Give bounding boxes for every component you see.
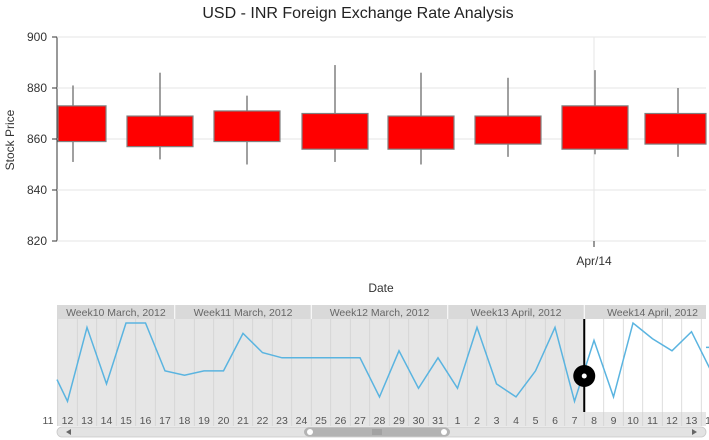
week-label: Week14 April, 2012 xyxy=(607,307,698,319)
scrollbar-track[interactable] xyxy=(56,426,707,438)
x-axis: Apr/14 xyxy=(576,241,612,268)
x-tick-label: Apr/14 xyxy=(576,254,612,268)
candle xyxy=(387,72,455,165)
x-axis-label: Date xyxy=(368,281,394,295)
day-label: 24 xyxy=(296,415,308,427)
scrollbar-thumb[interactable] xyxy=(304,427,450,437)
week-label: Week12 March, 2012 xyxy=(330,307,430,319)
candle-body xyxy=(57,105,107,143)
day-label: 21 xyxy=(237,415,249,427)
y-axis-label: Stock Price xyxy=(3,109,17,170)
navigator-left-thumb[interactable] xyxy=(573,319,596,412)
candle xyxy=(57,85,107,162)
day-label: 13 xyxy=(686,415,698,427)
day-label: 29 xyxy=(393,415,405,427)
day-label: 30 xyxy=(413,415,425,427)
week-label: Week13 April, 2012 xyxy=(471,307,562,319)
day-label: 13 xyxy=(81,415,93,427)
candle-body xyxy=(213,110,281,143)
scrollbar-grip-left[interactable] xyxy=(307,429,313,435)
y-tick-label: 880 xyxy=(27,81,47,95)
day-label: 15 xyxy=(120,415,132,427)
day-label: 17 xyxy=(159,415,171,427)
candle xyxy=(126,72,194,160)
day-label: 2 xyxy=(474,415,480,427)
day-label: 18 xyxy=(179,415,191,427)
candle xyxy=(301,65,369,162)
day-label: 5 xyxy=(533,415,539,427)
day-label: 12 xyxy=(62,415,74,427)
day-label: 31 xyxy=(432,415,444,427)
day-label: 25 xyxy=(315,415,327,427)
candle-body xyxy=(474,115,542,145)
chart-title: USD - INR Foreign Exchange Rate Analysis xyxy=(202,5,513,22)
scrollbar-grip-right[interactable] xyxy=(441,429,447,435)
thumb-dot xyxy=(581,373,587,379)
day-label: 1 xyxy=(455,415,461,427)
y-tick-label: 900 xyxy=(27,30,47,44)
day-label: 19 xyxy=(198,415,210,427)
day-label: 3 xyxy=(494,415,500,427)
scroll-left-icon[interactable] xyxy=(66,429,71,435)
day-label: 20 xyxy=(218,415,230,427)
thumb-handle[interactable] xyxy=(573,365,596,387)
navigator-series-line xyxy=(56,321,709,404)
candle xyxy=(561,70,629,155)
day-label: 28 xyxy=(374,415,386,427)
candle-body xyxy=(644,112,707,145)
y-tick-label: 840 xyxy=(27,183,47,197)
y-tick-label: 860 xyxy=(27,132,47,146)
candle-body xyxy=(387,115,455,150)
day-label: 9 xyxy=(611,415,617,427)
scroll-right-icon[interactable] xyxy=(692,429,697,435)
day-label: 26 xyxy=(335,415,347,427)
day-label: 7 xyxy=(572,415,578,427)
candle xyxy=(644,88,707,157)
day-label: 8 xyxy=(591,415,597,427)
day-label: 11 xyxy=(647,415,658,427)
week-label: Week10 March, 2012 xyxy=(66,307,166,319)
day-label: 12 xyxy=(666,415,678,427)
navigator-background xyxy=(57,305,706,426)
day-label: 14 xyxy=(101,415,113,427)
candle xyxy=(474,77,542,157)
day-label: 10 xyxy=(627,415,639,427)
week-label: Week11 March, 2012 xyxy=(194,307,293,319)
day-label: 27 xyxy=(354,415,366,427)
candles xyxy=(57,65,707,165)
navigator-scrollbar[interactable] xyxy=(56,426,707,438)
candle xyxy=(213,95,281,165)
day-label: 16 xyxy=(140,415,152,427)
y-tick-label: 820 xyxy=(27,234,47,248)
day-label: 14 xyxy=(705,415,709,427)
week-header xyxy=(57,305,706,319)
day-label: 6 xyxy=(552,415,558,427)
day-label: 22 xyxy=(257,415,269,427)
day-label: 23 xyxy=(276,415,288,427)
candle-body xyxy=(561,105,629,150)
candle-body xyxy=(301,112,369,150)
navigator-selection[interactable] xyxy=(584,305,709,412)
day-label: 11 xyxy=(43,415,54,427)
candle-body xyxy=(126,115,194,148)
day-label: 4 xyxy=(513,415,519,427)
candlestick-chart: USD - INR Foreign Exchange Rate Analysis… xyxy=(3,5,707,295)
